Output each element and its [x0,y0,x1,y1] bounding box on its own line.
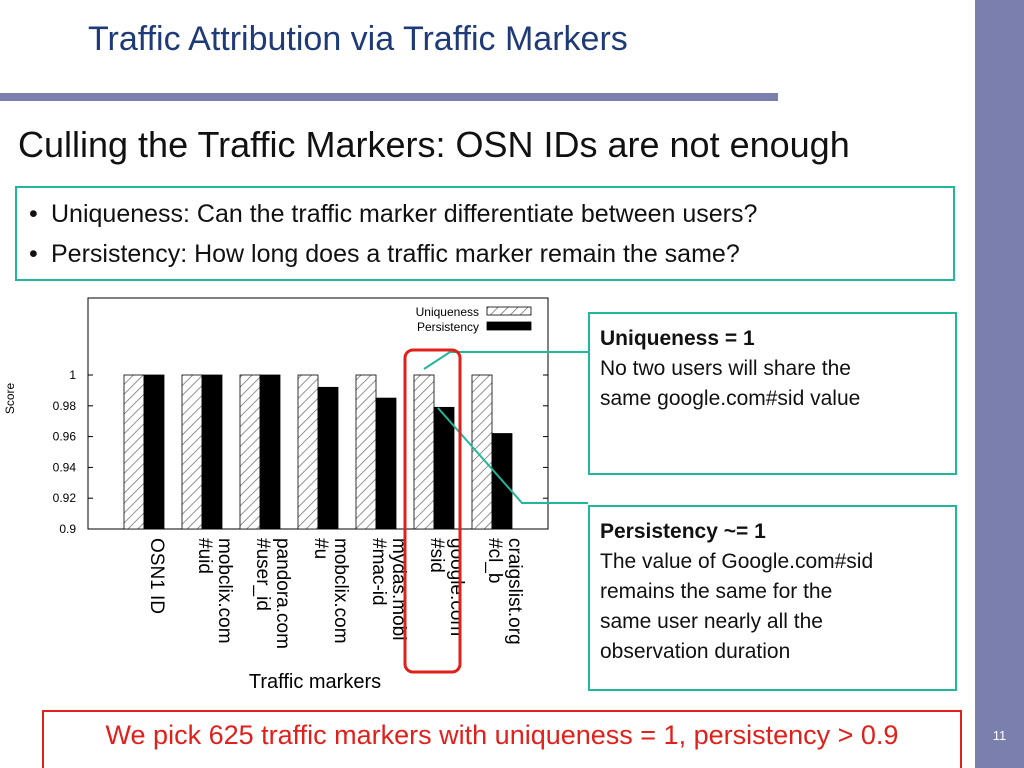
bullet-box: • Uniqueness: Can the traffic marker diff… [15,186,955,281]
x-tick-label: #cl_b [484,538,505,583]
x-tick-label: google.com [446,538,467,636]
legend-swatch-uniqueness [486,306,532,316]
persistency-note-line: remains the same for the [600,580,833,603]
x-axis-label: Traffic markers [249,671,381,690]
y-tick-label: 0.92 [53,491,77,505]
uniqueness-bar [123,374,145,530]
bullet-item: • Persistency: How long does a traffic ma… [29,240,740,269]
uniqueness-note: Uniqueness = 1 No two users will share t… [588,312,957,475]
uniqueness-bar [355,374,377,530]
x-tick-label: pandora.com [272,538,293,649]
bullet-text: Persistency: How long does a traffic mar… [51,240,740,268]
persistency-bar [433,406,455,530]
title-rule [0,93,778,101]
x-tick-label: OSN1 ID [146,538,167,614]
y-axis-label: Score [3,383,17,415]
uniqueness-bar [297,374,319,530]
x-tick-label: craigslist.org [504,538,525,645]
bullet-text: Uniqueness: Can the traffic marker diffe… [51,200,758,228]
conclusion-box: We pick 625 traffic markers with uniquen… [42,710,962,768]
persistency-bar [317,386,339,530]
x-tick-label: #user_id [252,538,273,611]
y-tick-label: 0.9 [59,522,76,536]
persistency-note-heading-suffix: ~= 1 [717,520,766,543]
uniqueness-note-heading: Uniqueness = 1 [600,327,755,350]
persistency-note-line: observation duration [600,640,791,663]
legend-label-persistency: Persistency [417,320,479,334]
uniqueness-note-line: No two users will share the [600,357,851,380]
uniqueness-bar [181,374,203,530]
persistency-note-line: same user nearly all the [600,610,823,633]
persistency-bar [143,374,165,530]
right-accent-bar [975,0,1024,768]
x-tick-label: #sid [426,538,447,573]
x-tick-label: #uid [194,538,215,574]
persistency-bar [259,374,281,530]
y-tick-label: 1 [69,368,76,382]
legend-swatch-persistency [486,321,532,331]
persistency-note: Persistency ~= 1 The value of Google.com… [588,505,957,691]
y-tick-label: 0.98 [53,399,77,413]
persistency-note-line: The value of Google.com#sid [600,550,874,573]
x-tick-label: #u [310,538,331,559]
uniqueness-bar [239,374,261,530]
x-tick-label: #mac-id [368,538,389,606]
bullet-item: • Uniqueness: Can the traffic marker diff… [29,200,757,229]
y-tick-label: 0.96 [53,430,77,444]
x-tick-label: mydas.mobi [388,538,409,640]
slide-title: Traffic Attribution via Traffic Markers [88,20,628,58]
y-tick-label: 0.94 [53,460,77,474]
uniqueness-bar [471,374,493,530]
slide-subtitle: Culling the Traffic Markers: OSN IDs are… [18,124,850,165]
page-number: 11 [992,728,1007,743]
uniqueness-bar [413,374,435,530]
persistency-note-heading: Persistency [600,520,718,543]
x-tick-label: mobclix.com [330,538,351,644]
x-tick-label: mobclix.com [214,538,235,644]
uniqueness-note-line: same google.com#sid value [600,387,861,410]
bullet-dot: • [29,240,38,268]
persistency-bar [201,374,223,530]
conclusion-text: We pick 625 traffic markers with uniquen… [105,720,899,750]
bullet-dot: • [29,200,38,228]
score-bar-chart: 0.9 0.92 0.94 0.96 0.98 1 Score OSN1 ID mobclix.… [3,297,549,690]
persistency-bar [491,433,513,530]
legend-label-uniqueness: Uniqueness [416,305,479,319]
persistency-bar [375,397,397,530]
